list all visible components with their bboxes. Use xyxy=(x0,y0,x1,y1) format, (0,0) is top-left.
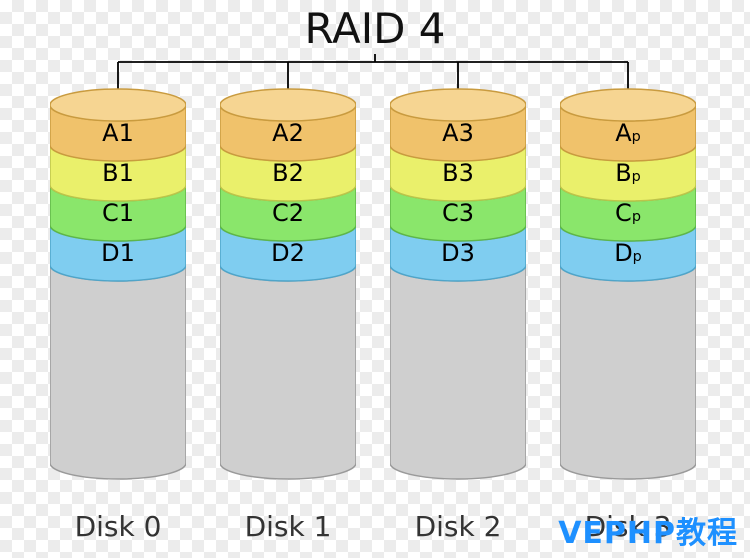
disk-cylinder-1: A2 B2 C2 D2 xyxy=(220,88,356,480)
disk-1: A2 B2 C2 D2 xyxy=(220,88,356,478)
disk-label-1: Disk 1 xyxy=(208,510,368,543)
stripe-label: A2 xyxy=(272,119,304,147)
stripe-label: A3 xyxy=(442,119,474,147)
disk-cylinder-3: ApBpCpDp xyxy=(560,88,696,480)
disk-label-2: Disk 2 xyxy=(378,510,538,543)
stripe-label: B2 xyxy=(272,159,304,187)
connector-lines xyxy=(0,0,750,100)
stripe-label: B3 xyxy=(442,159,474,187)
watermark-text: VEPHP教程 xyxy=(558,508,738,552)
disk-cylinder-0: A1 B1 C1 D1 xyxy=(50,88,186,480)
stripe-label: B1 xyxy=(102,159,134,187)
stripe-label: D3 xyxy=(441,239,475,267)
disk-0: A1 B1 C1 D1 xyxy=(50,88,186,478)
disk-3: ApBpCpDp xyxy=(560,88,696,478)
stripe-label: D2 xyxy=(271,239,305,267)
diagram-canvas: RAID 4 A1B1C1D1Disk 0A2B2C2D2Disk 1A3B3C… xyxy=(0,0,750,558)
disk-cylinder-2: A3 B3 C3 D3 xyxy=(390,88,526,480)
disk-2: A3 B3 C3 D3 xyxy=(390,88,526,478)
disk-label-0: Disk 0 xyxy=(38,510,198,543)
stripe-label: A1 xyxy=(102,119,134,147)
stripe-label: C3 xyxy=(442,199,474,227)
stripe-label: C1 xyxy=(102,199,134,227)
stripe-label: D1 xyxy=(101,239,135,267)
stripe-label: C2 xyxy=(272,199,304,227)
